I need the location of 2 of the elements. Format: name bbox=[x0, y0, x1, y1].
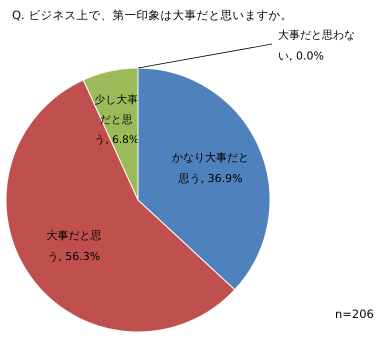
chart-title: Q. ビジネス上で、第一印象は大事だと思いますか。 bbox=[12, 8, 292, 22]
text: n=206 bbox=[335, 307, 374, 321]
